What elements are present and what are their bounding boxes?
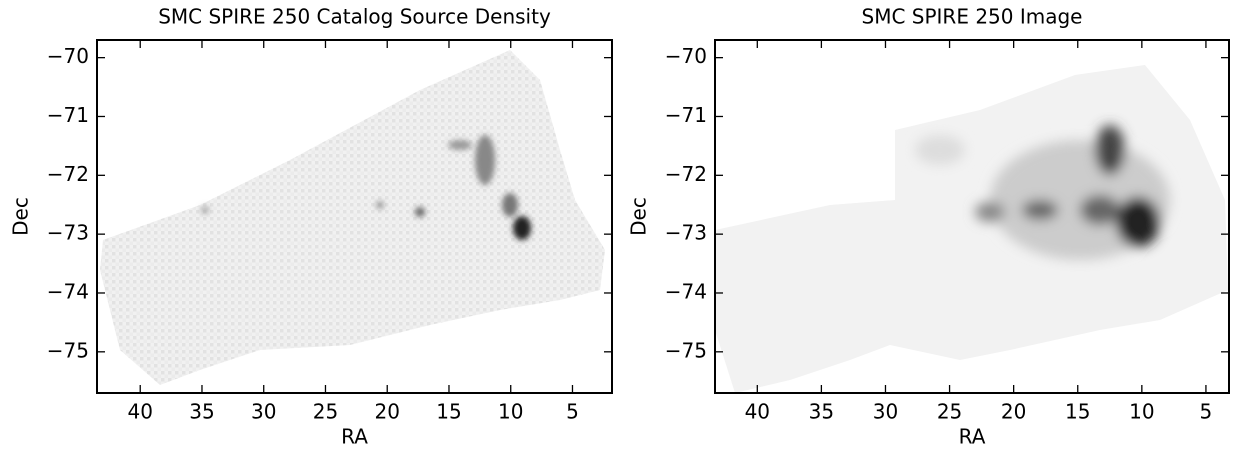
y-tick-label: −72 (665, 162, 707, 186)
y-tick-label: −74 (665, 279, 707, 303)
y-tick-label: −71 (47, 103, 89, 127)
x-tick-label: 25 (937, 400, 962, 424)
density-image (100, 50, 605, 385)
x-tick-label: 30 (873, 400, 898, 424)
y-axis-label: Dec (627, 197, 651, 236)
x-tick-label: 15 (436, 400, 461, 424)
y-tick-label: −70 (47, 44, 89, 68)
y-tick-label: −75 (665, 338, 707, 362)
axes-frame (96, 39, 613, 394)
x-tick-label: 5 (566, 400, 579, 424)
x-tick-label: 40 (745, 400, 770, 424)
x-axis-label: RA (341, 425, 368, 449)
x-tick-label: 40 (127, 400, 152, 424)
y-tick-label: −72 (47, 162, 89, 186)
x-tick-label: 10 (1129, 400, 1154, 424)
chart-title: SMC SPIRE 250 Catalog Source Density (158, 5, 551, 29)
x-tick-label: 5 (1200, 400, 1213, 424)
y-tick-label: −70 (665, 44, 707, 68)
x-tick-label: 20 (1001, 400, 1026, 424)
x-tick-label: 20 (375, 400, 400, 424)
y-tick-label: −74 (47, 279, 89, 303)
y-tick-label: −75 (47, 338, 89, 362)
y-tick-label: −73 (47, 221, 89, 245)
x-tick-label: 35 (189, 400, 214, 424)
x-axis-label: RA (959, 425, 986, 449)
x-tick-label: 15 (1065, 400, 1090, 424)
y-tick-label: −73 (665, 221, 707, 245)
x-tick-label: 35 (809, 400, 834, 424)
flux-image (715, 65, 1228, 393)
x-tick-label: 30 (251, 400, 276, 424)
x-tick-label: 25 (313, 400, 338, 424)
axes-frame (714, 39, 1230, 394)
y-tick-label: −71 (665, 103, 707, 127)
x-tick-label: 10 (498, 400, 523, 424)
chart-title: SMC SPIRE 250 Image (862, 5, 1083, 29)
y-axis-label: Dec (9, 197, 33, 236)
